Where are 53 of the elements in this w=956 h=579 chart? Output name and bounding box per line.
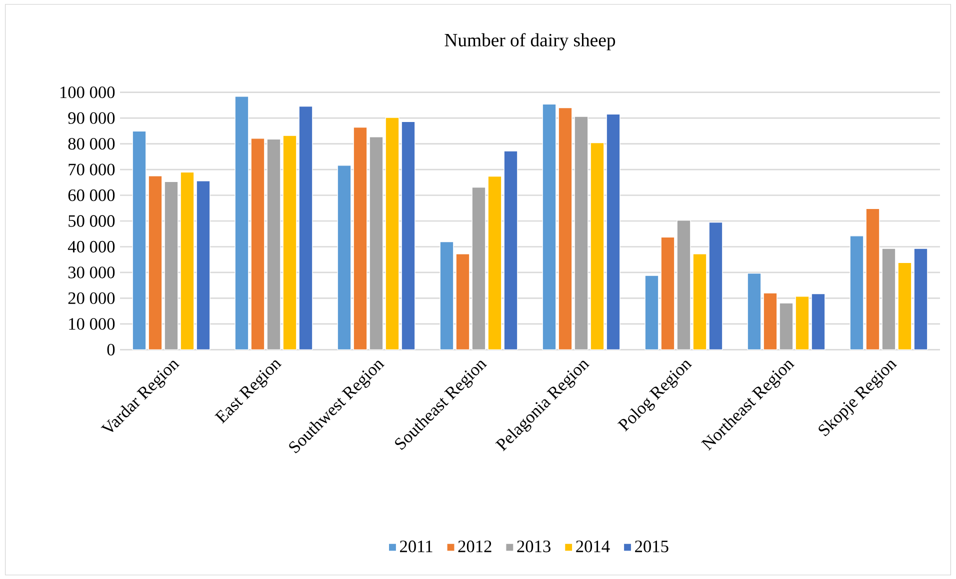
bar [401, 121, 416, 350]
bar [574, 116, 588, 350]
bar [898, 262, 912, 350]
bar [644, 275, 659, 350]
bar [504, 150, 518, 350]
y-tick-label: 0 [107, 344, 115, 356]
y-tick-label: 10 000 [69, 318, 115, 330]
y-tick-label: 80 000 [68, 138, 115, 150]
bar [234, 96, 249, 350]
bar [866, 208, 880, 350]
bar [385, 117, 400, 350]
legend-label: 2015 [635, 540, 668, 552]
bar [590, 142, 604, 350]
bar [795, 296, 810, 350]
bar [196, 180, 210, 350]
chart-title: Number of dairy sheep [444, 33, 616, 50]
bar [488, 176, 502, 350]
bar [472, 186, 486, 350]
y-tick-label: 60 000 [68, 189, 115, 202]
bar [440, 242, 454, 350]
bar [558, 107, 572, 350]
bar [914, 248, 928, 350]
bar [456, 254, 470, 350]
legend-label: 2014 [576, 540, 610, 552]
legend-label: 2013 [517, 540, 550, 552]
y-tick-label: 100 000 [60, 86, 115, 98]
bar [882, 248, 896, 350]
bar [369, 136, 384, 350]
legend-label: 2012 [458, 540, 492, 552]
y-tick-label: 90 000 [68, 112, 115, 124]
bar [606, 114, 620, 350]
y-tick-label: 30 000 [68, 266, 115, 278]
bar [708, 222, 723, 350]
y-tick-label: 50 000 [68, 215, 115, 227]
bar [542, 104, 556, 350]
bar [763, 292, 778, 350]
bar [660, 236, 675, 350]
bar [298, 106, 313, 350]
bar [164, 181, 178, 350]
bar [676, 220, 691, 350]
bar [692, 254, 707, 350]
bar [779, 302, 794, 350]
bar [180, 172, 194, 350]
bar [747, 272, 762, 350]
bar [811, 293, 826, 350]
bar [850, 236, 864, 350]
y-tick-label: 20 000 [68, 292, 115, 304]
bar [132, 130, 146, 350]
y-tick-label: 70 000 [68, 164, 115, 176]
bar [148, 176, 162, 350]
y-tick-label: 40 000 [68, 240, 115, 253]
bar [282, 135, 297, 350]
legend-label: 2011 [400, 540, 432, 552]
